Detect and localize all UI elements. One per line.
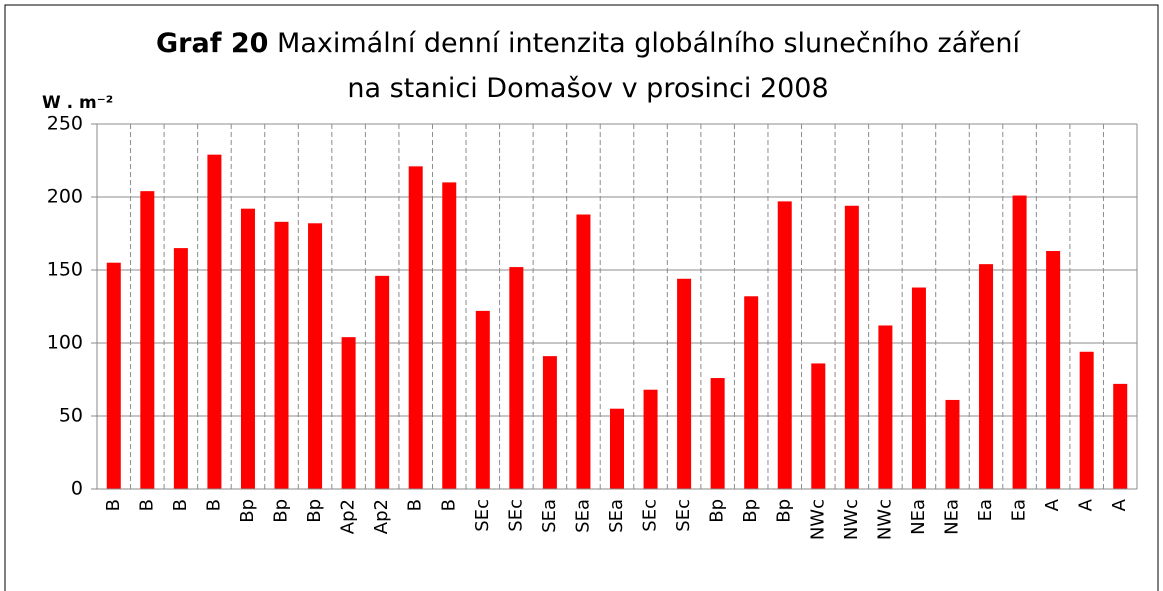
x-tick-label: SEa (539, 499, 560, 533)
y-tick-label: 0 (71, 478, 83, 500)
y-tick-label: 250 (47, 113, 83, 135)
bar (341, 337, 356, 489)
x-tick-label: B (170, 499, 191, 511)
bar (979, 264, 994, 489)
x-tick-label: SEa (606, 499, 627, 533)
x-tick-label: Ap2 (338, 499, 359, 534)
x-tick-label: B (136, 499, 157, 511)
x-tick-label: A (1109, 498, 1130, 511)
bar (173, 248, 188, 489)
bar (509, 267, 524, 489)
x-tick-label: B (405, 499, 426, 511)
bar (844, 205, 859, 489)
y-tick-label: 200 (47, 186, 83, 208)
bar (240, 208, 255, 489)
x-tick-label: NWc (874, 499, 895, 540)
x-tick-label: Bp (774, 499, 795, 523)
bar (911, 287, 926, 489)
x-tick-label: Bp (707, 499, 728, 523)
bar (744, 296, 759, 489)
chart-frame (4, 4, 1159, 591)
bar (576, 214, 591, 489)
bar (1113, 383, 1128, 489)
y-tick-label: 150 (47, 259, 83, 281)
chart-title: Graf 20 Maximální denní intenzita globál… (156, 28, 1021, 59)
bar (1012, 195, 1027, 490)
bar (308, 223, 323, 489)
bar (140, 191, 155, 489)
x-tick-label: Ea (975, 499, 996, 521)
bar (811, 363, 826, 489)
x-tick-label: Bp (304, 499, 325, 523)
x-tick-label: Bp (271, 499, 292, 523)
bar (375, 275, 390, 489)
title-label: Graf 20 (156, 28, 268, 59)
bar (207, 154, 222, 489)
x-tick-label: A (1042, 498, 1063, 511)
bar (408, 166, 423, 489)
y-tick-label: 50 (59, 405, 83, 427)
x-tick-label: Bp (237, 499, 258, 523)
x-tick-label: NEa (941, 499, 962, 535)
bar (945, 399, 960, 489)
title-text: Maximální denní intenzita globálního slu… (277, 28, 1021, 59)
x-tick-label: NEa (908, 499, 929, 535)
bar (1046, 251, 1061, 489)
x-tick-label: SEc (640, 499, 661, 532)
bar (677, 278, 692, 489)
x-tick-label: Ap2 (371, 499, 392, 534)
x-tick-label: B (103, 499, 124, 511)
y-axis-label: W . m⁻² (42, 93, 113, 113)
bar (777, 201, 792, 489)
x-tick-label: NWc (807, 499, 828, 540)
x-tick-label: SEc (505, 499, 526, 532)
x-tick-label: SEc (673, 499, 694, 532)
bar (274, 221, 289, 489)
bar (878, 325, 893, 489)
bar (106, 262, 121, 489)
bar (542, 356, 557, 489)
x-tick-label: SEc (472, 499, 493, 532)
bar (475, 310, 490, 489)
x-tick-label: SEa (572, 499, 593, 533)
x-tick-label: NWc (841, 499, 862, 540)
chart-subtitle: na stanici Domašov v prosinci 2008 (347, 73, 828, 104)
bar (643, 389, 658, 489)
x-tick-label: B (438, 499, 459, 511)
bar (610, 408, 624, 489)
x-tick-label: B (203, 499, 224, 511)
y-tick-label: 100 (47, 332, 83, 354)
x-tick-label: Bp (740, 499, 761, 523)
bar (442, 182, 457, 489)
x-tick-label: Ea (1009, 499, 1030, 521)
bar (1079, 351, 1094, 489)
x-tick-label: A (1076, 498, 1097, 511)
bar (710, 378, 725, 489)
